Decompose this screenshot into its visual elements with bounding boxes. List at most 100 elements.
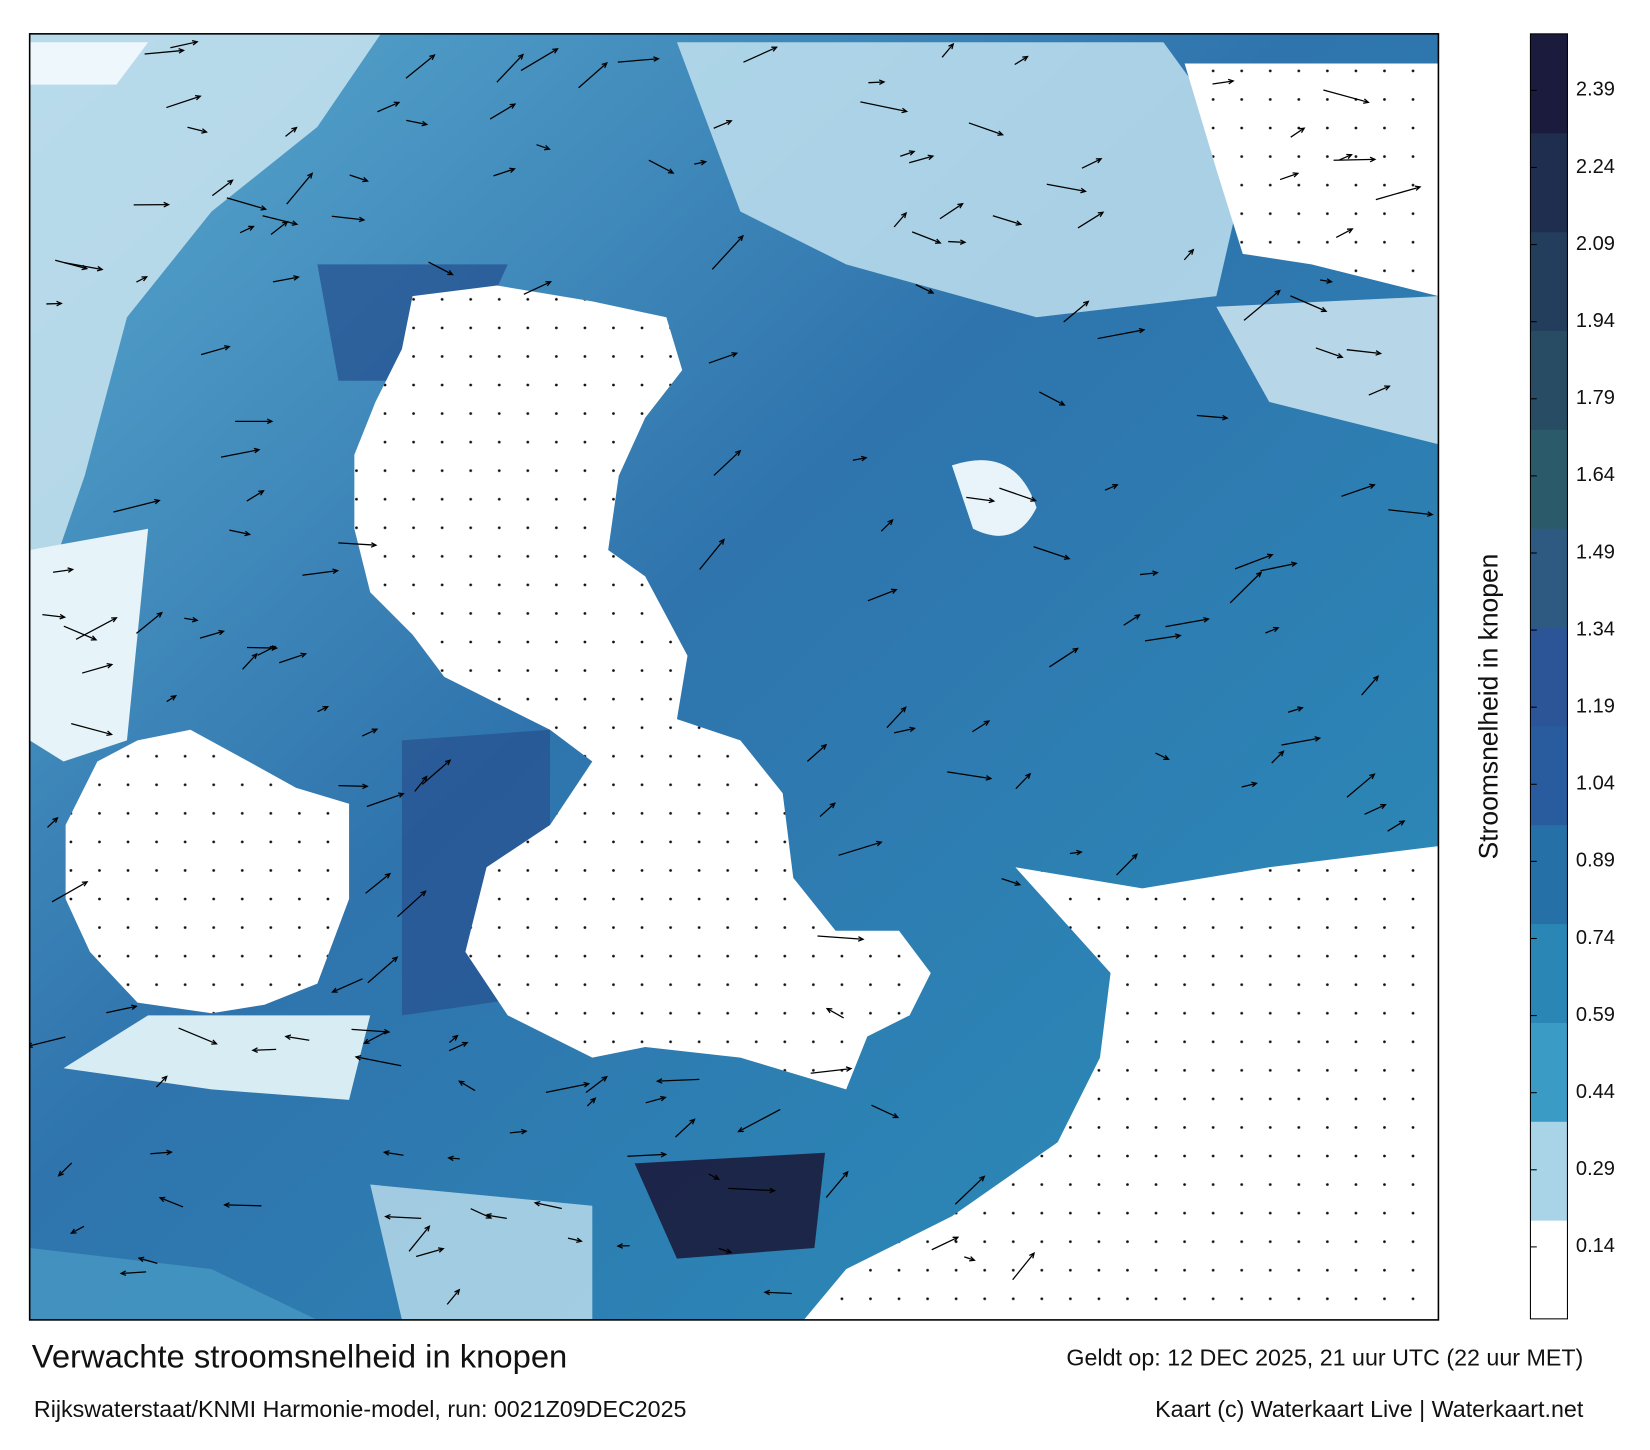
arrow	[458, 1080, 476, 1092]
arrow	[349, 174, 368, 182]
arrow-head	[454, 1288, 461, 1296]
arrow-head	[737, 1126, 744, 1133]
arrow-head	[737, 234, 744, 242]
arrow-head	[1030, 496, 1037, 502]
arrow-head	[153, 498, 161, 505]
arrow-head	[291, 220, 299, 226]
arrow-head	[517, 53, 524, 60]
arrow	[535, 1202, 562, 1210]
arrow-head	[52, 816, 59, 824]
arrow-head	[820, 743, 828, 750]
arrow	[199, 630, 224, 639]
arrow	[406, 119, 427, 126]
arrow-head	[354, 1055, 362, 1061]
arrow-head	[660, 1151, 668, 1158]
arrow-head	[1266, 553, 1274, 559]
arrow	[867, 589, 897, 602]
arrow-head	[957, 202, 964, 209]
arrow	[1081, 158, 1102, 169]
arrow-head	[447, 1155, 454, 1162]
arrow	[113, 499, 160, 513]
arrow	[1140, 572, 1158, 576]
arrow-head	[81, 264, 89, 271]
arrow-head	[211, 1039, 218, 1045]
arrow-head	[1375, 350, 1383, 356]
arrow-head	[825, 1007, 833, 1014]
arrow	[331, 215, 365, 221]
arrow	[1069, 851, 1082, 855]
arrow	[931, 1236, 959, 1251]
arrow	[351, 1028, 390, 1033]
valid-time: Geldt op: 12 DEC 2025, 21 uur UTC (22 uu…	[1066, 1344, 1583, 1370]
arrow	[711, 235, 744, 270]
arrow-head	[857, 936, 865, 942]
arrow-head	[485, 1213, 493, 1219]
arrow	[860, 101, 907, 113]
arrow	[166, 695, 177, 703]
arrow-head	[1138, 327, 1146, 334]
arrow	[367, 956, 398, 984]
arrow	[1212, 80, 1234, 85]
arrow	[408, 1225, 430, 1252]
arrow	[332, 978, 363, 993]
arrow-head	[1298, 127, 1306, 134]
arrow	[270, 221, 288, 235]
arrow-head	[934, 238, 942, 244]
arrow-head	[1292, 172, 1300, 178]
arrow	[317, 706, 328, 713]
colorbar-band	[1530, 1121, 1568, 1221]
arrow-head	[251, 1047, 258, 1053]
arrow-head	[322, 706, 330, 712]
arrow	[75, 617, 117, 640]
arrow	[1341, 484, 1375, 497]
arrow-head	[1227, 78, 1235, 85]
arrow-head	[1076, 849, 1083, 856]
arrow	[1104, 484, 1118, 491]
arrow-head	[67, 567, 75, 573]
arrow	[138, 1257, 158, 1264]
arrow	[226, 197, 266, 210]
arrow	[718, 1247, 732, 1254]
arrow	[947, 771, 991, 780]
arrow-head	[601, 1075, 608, 1082]
arrow	[262, 215, 298, 225]
arrow	[992, 215, 1022, 225]
arrow-head	[988, 497, 996, 504]
arrow	[229, 529, 250, 536]
arrow	[645, 1096, 666, 1104]
arrow	[448, 1042, 468, 1052]
arrow	[764, 1291, 792, 1295]
arrow-head	[300, 652, 308, 658]
arrow	[285, 1035, 310, 1041]
arrow	[1368, 385, 1390, 396]
arrow-head	[424, 1225, 431, 1232]
arrow	[493, 168, 515, 177]
colorbar-band	[1530, 429, 1568, 529]
arrow-head	[1188, 248, 1195, 255]
arrow-head	[1163, 754, 1170, 760]
arrow	[1387, 820, 1405, 832]
arrow-head	[1326, 278, 1333, 284]
arrow	[365, 873, 391, 894]
arrow	[743, 46, 777, 63]
arrow-head	[1015, 220, 1023, 226]
arrow	[536, 144, 550, 150]
arrow	[728, 1187, 775, 1192]
arrow-head	[260, 205, 268, 211]
arrow-head	[218, 629, 226, 636]
arrow	[1290, 127, 1305, 138]
colorbar-tick-label: 1.34	[1576, 618, 1615, 640]
arrow	[939, 203, 963, 220]
arrow	[1375, 186, 1421, 201]
arrow	[448, 1157, 460, 1160]
arrow-head	[969, 1256, 976, 1262]
arrow-head	[444, 759, 452, 766]
arrow	[900, 150, 915, 157]
arrow-head	[544, 145, 551, 151]
arrow	[1165, 618, 1209, 628]
arrow-head	[689, 1118, 696, 1125]
arrow-head	[763, 1289, 771, 1296]
arrow-head	[769, 1187, 777, 1194]
arrow	[415, 1248, 444, 1258]
